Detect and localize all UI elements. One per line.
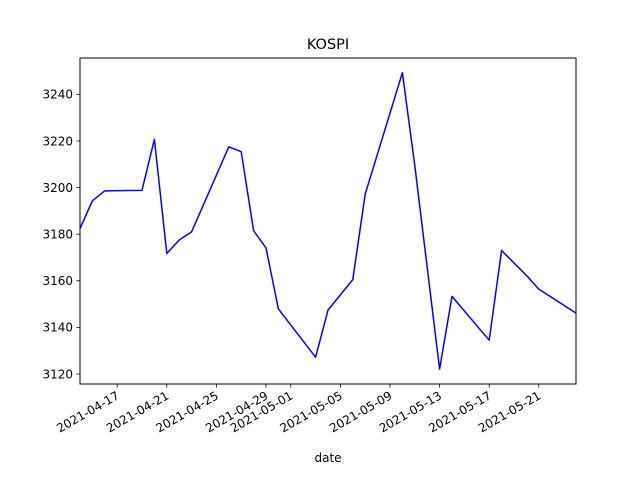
y-axis: 3120 3140 3160 3180 3200 3220 3240 — [42, 88, 80, 381]
y-tick-label: 3240 — [42, 88, 73, 102]
chart-title: KOSPI — [307, 37, 349, 53]
y-tick-label: 3180 — [42, 227, 73, 241]
y-tick-label: 3200 — [42, 181, 73, 195]
y-tick-label: 3160 — [42, 274, 73, 288]
plot-frame — [79, 57, 577, 385]
data-layer — [79, 71, 577, 370]
x-axis: 2021-04-172021-04-212021-04-252021-04-29… — [54, 384, 543, 435]
y-tick-label: 3120 — [42, 367, 73, 381]
y-tick-label: 3220 — [42, 134, 73, 148]
y-tick-label: 3140 — [42, 321, 73, 335]
plot-area — [80, 58, 576, 384]
x-axis-label: date — [314, 451, 341, 465]
series-line — [79, 71, 577, 370]
